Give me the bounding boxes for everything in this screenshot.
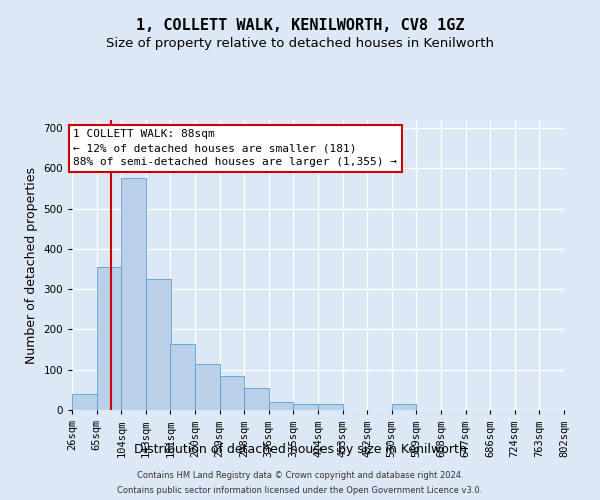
Text: Distribution of detached houses by size in Kenilworth: Distribution of detached houses by size …	[134, 444, 466, 456]
Text: Contains HM Land Registry data © Crown copyright and database right 2024.: Contains HM Land Registry data © Crown c…	[137, 471, 463, 480]
Text: 1 COLLETT WALK: 88sqm
← 12% of detached houses are smaller (181)
88% of semi-det: 1 COLLETT WALK: 88sqm ← 12% of detached …	[73, 130, 397, 168]
Bar	[220, 376, 244, 410]
Text: Contains public sector information licensed under the Open Government Licence v3: Contains public sector information licen…	[118, 486, 482, 495]
Bar	[269, 402, 293, 410]
Bar	[97, 267, 121, 410]
Bar	[244, 388, 269, 410]
Text: Size of property relative to detached houses in Kenilworth: Size of property relative to detached ho…	[106, 38, 494, 51]
Bar	[293, 404, 318, 410]
Bar	[146, 279, 171, 410]
Y-axis label: Number of detached properties: Number of detached properties	[25, 166, 38, 364]
Bar	[170, 344, 195, 410]
Bar	[72, 394, 97, 410]
Bar	[121, 178, 146, 410]
Bar	[392, 404, 416, 410]
Bar	[318, 404, 343, 410]
Bar	[195, 364, 220, 410]
Text: 1, COLLETT WALK, KENILWORTH, CV8 1GZ: 1, COLLETT WALK, KENILWORTH, CV8 1GZ	[136, 18, 464, 32]
